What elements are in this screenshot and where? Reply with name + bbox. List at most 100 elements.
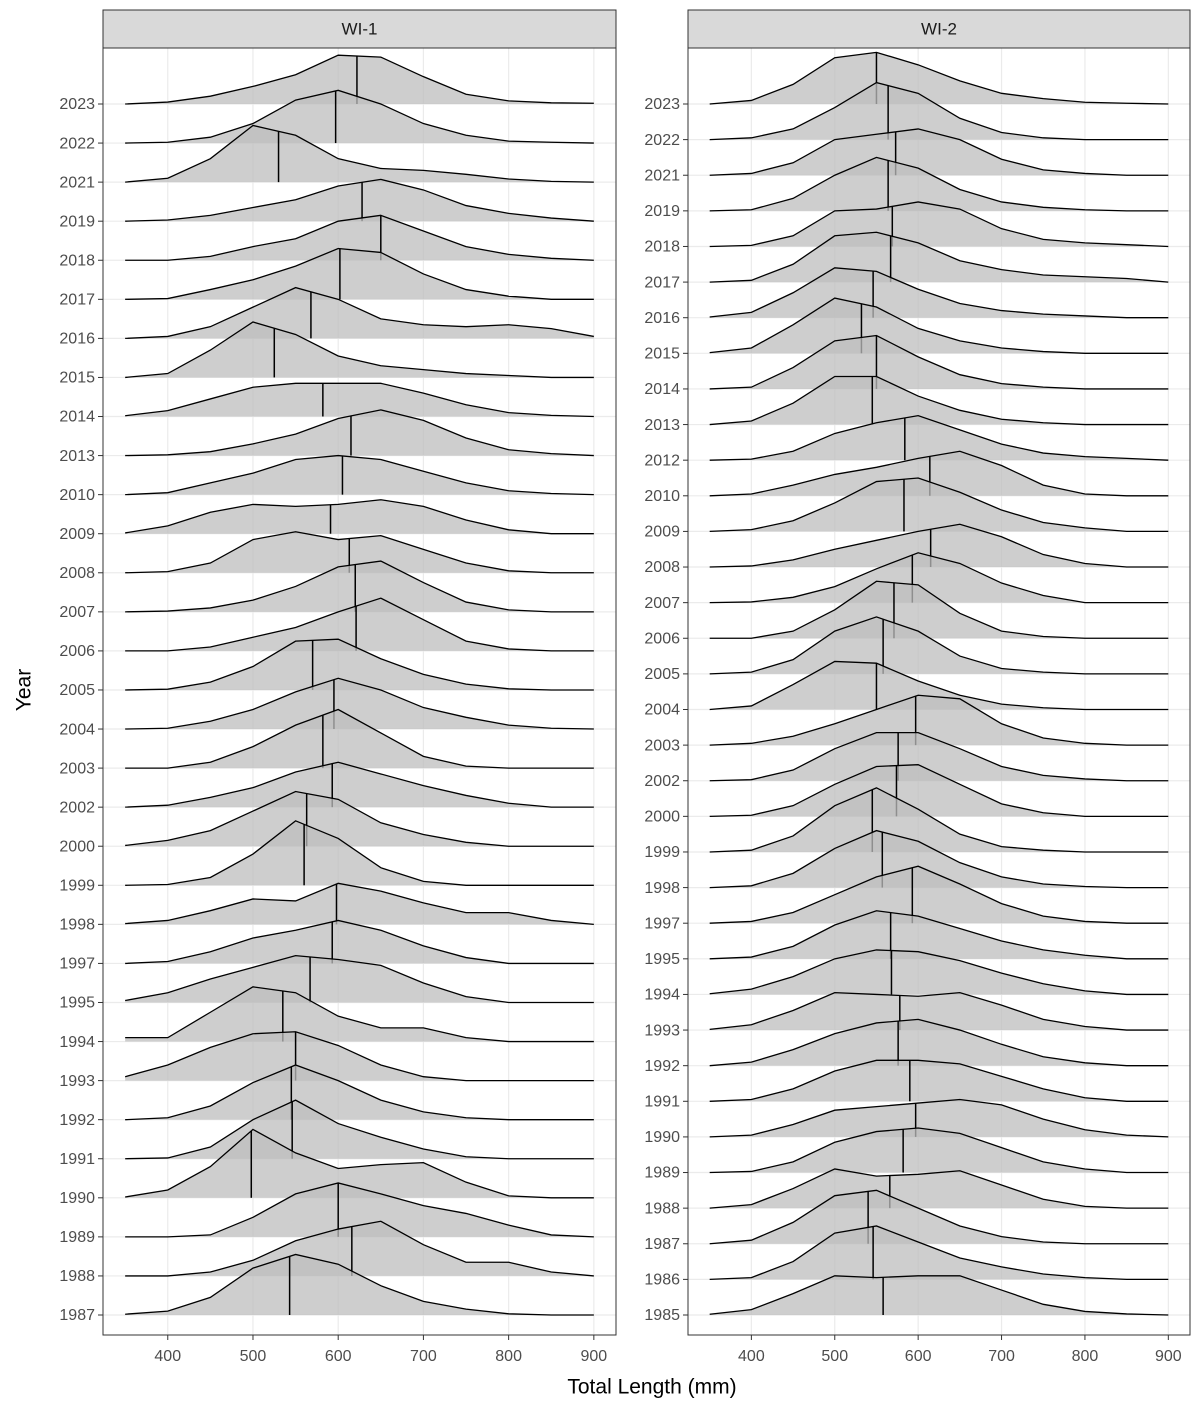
x-tick-label: 800 xyxy=(495,1348,522,1365)
panel-border xyxy=(687,47,1191,1336)
ridge-line xyxy=(125,1064,594,1121)
ridge xyxy=(125,919,594,965)
y-tick-label: 1992 xyxy=(59,1112,95,1129)
ridge-line xyxy=(125,986,594,1043)
ridge xyxy=(709,1127,1169,1174)
ridge-line xyxy=(125,382,594,418)
ridge-area xyxy=(709,415,1169,461)
x-tick-label: 400 xyxy=(154,1348,181,1365)
ridge xyxy=(709,616,1169,675)
ridge-line xyxy=(125,286,594,340)
x-tick-label: 700 xyxy=(988,1348,1015,1365)
y-tick-label: 1988 xyxy=(644,1200,680,1217)
ridge xyxy=(709,1018,1169,1067)
y-tick-label: 2008 xyxy=(59,565,95,582)
y-tick-label: 1993 xyxy=(644,1022,680,1039)
ridge xyxy=(709,865,1169,924)
y-tick-label: 2017 xyxy=(644,274,680,291)
ridge-area xyxy=(709,616,1169,674)
ridge-area xyxy=(125,678,594,730)
ridge xyxy=(125,882,594,926)
ridge xyxy=(125,124,594,183)
ridge-area xyxy=(709,910,1169,959)
ridge-line xyxy=(125,214,594,261)
y-tick-label: 2016 xyxy=(644,310,680,327)
y-tick-label: 1991 xyxy=(59,1151,95,1168)
ridge-area xyxy=(709,128,1169,176)
ridge-area xyxy=(709,1168,1169,1209)
ridge-area xyxy=(125,986,594,1042)
ridge-line xyxy=(709,523,1169,568)
ridge-line xyxy=(709,414,1169,461)
ridge xyxy=(125,708,594,769)
y-tick-label: 2017 xyxy=(59,292,95,309)
ridge xyxy=(125,321,594,379)
ridge-area xyxy=(125,499,594,534)
ridge-area xyxy=(125,639,594,690)
y-tick-label: 2013 xyxy=(644,417,680,434)
y-tick-label: 1997 xyxy=(59,956,95,973)
ridge xyxy=(125,247,594,300)
ridge-line xyxy=(125,560,594,613)
ridge-area xyxy=(709,866,1169,924)
ridge-line xyxy=(125,820,594,886)
y-tick-label: 2016 xyxy=(59,331,95,348)
ridge-area xyxy=(709,477,1169,532)
y-tick-label: 2012 xyxy=(644,452,680,469)
ridge-area xyxy=(709,695,1169,746)
ridge xyxy=(125,597,594,652)
ridge-area xyxy=(125,1182,594,1237)
ridge-area xyxy=(709,1225,1169,1280)
y-tick-label: 1999 xyxy=(644,844,680,861)
ridge xyxy=(709,949,1169,996)
ridge-line xyxy=(709,732,1169,782)
x-tick-label: 900 xyxy=(1155,1348,1182,1365)
ridge-area xyxy=(709,732,1169,781)
ridge xyxy=(125,286,594,340)
y-tick-label: 2003 xyxy=(59,760,95,777)
y-tick-label: 2003 xyxy=(644,737,680,754)
y-tick-label: 1990 xyxy=(59,1190,95,1207)
ridge-line xyxy=(709,787,1169,853)
ridge xyxy=(125,1220,594,1277)
ridge-line xyxy=(125,761,594,808)
x-tick-label: 900 xyxy=(580,1348,607,1365)
y-tick-label: 2005 xyxy=(59,682,95,699)
ridge-line xyxy=(709,1275,1169,1316)
ridge-line xyxy=(709,949,1169,996)
y-tick-label: 1991 xyxy=(644,1094,680,1111)
ridge xyxy=(709,231,1169,283)
ridge-area xyxy=(125,561,594,612)
x-tick-label: 600 xyxy=(325,1348,352,1365)
y-tick-label: 2008 xyxy=(644,559,680,576)
ridge-area xyxy=(125,598,594,651)
ridge-area xyxy=(125,321,594,378)
y-tick-label: 1995 xyxy=(644,951,680,968)
y-tick-label: 1993 xyxy=(59,1073,95,1090)
ridge xyxy=(125,560,594,613)
y-tick-label: 1985 xyxy=(644,1307,680,1324)
ridge-line xyxy=(709,910,1169,960)
ridge-area xyxy=(125,1254,594,1315)
ridge-line xyxy=(709,1098,1169,1138)
ridge-line xyxy=(125,919,594,965)
ridge xyxy=(125,454,594,496)
ridge xyxy=(709,1059,1169,1102)
ridge xyxy=(709,81,1169,141)
ridge xyxy=(125,382,594,418)
ridge xyxy=(125,1253,594,1316)
x-axis-title: Total Length (mm) xyxy=(567,1376,736,1399)
ridge-area xyxy=(709,335,1169,389)
x-tick-label: 400 xyxy=(738,1348,765,1365)
y-tick-label: 2007 xyxy=(644,595,680,612)
ridge-line xyxy=(125,409,594,457)
ridge-line xyxy=(709,477,1169,533)
ridge xyxy=(125,1128,594,1199)
y-tick-label: 2004 xyxy=(59,721,95,738)
ridge-area xyxy=(125,1221,594,1276)
ridge-area xyxy=(125,55,594,104)
ridge xyxy=(125,761,594,808)
y-tick-label: 2014 xyxy=(644,381,680,398)
ridge-line xyxy=(709,1189,1169,1245)
